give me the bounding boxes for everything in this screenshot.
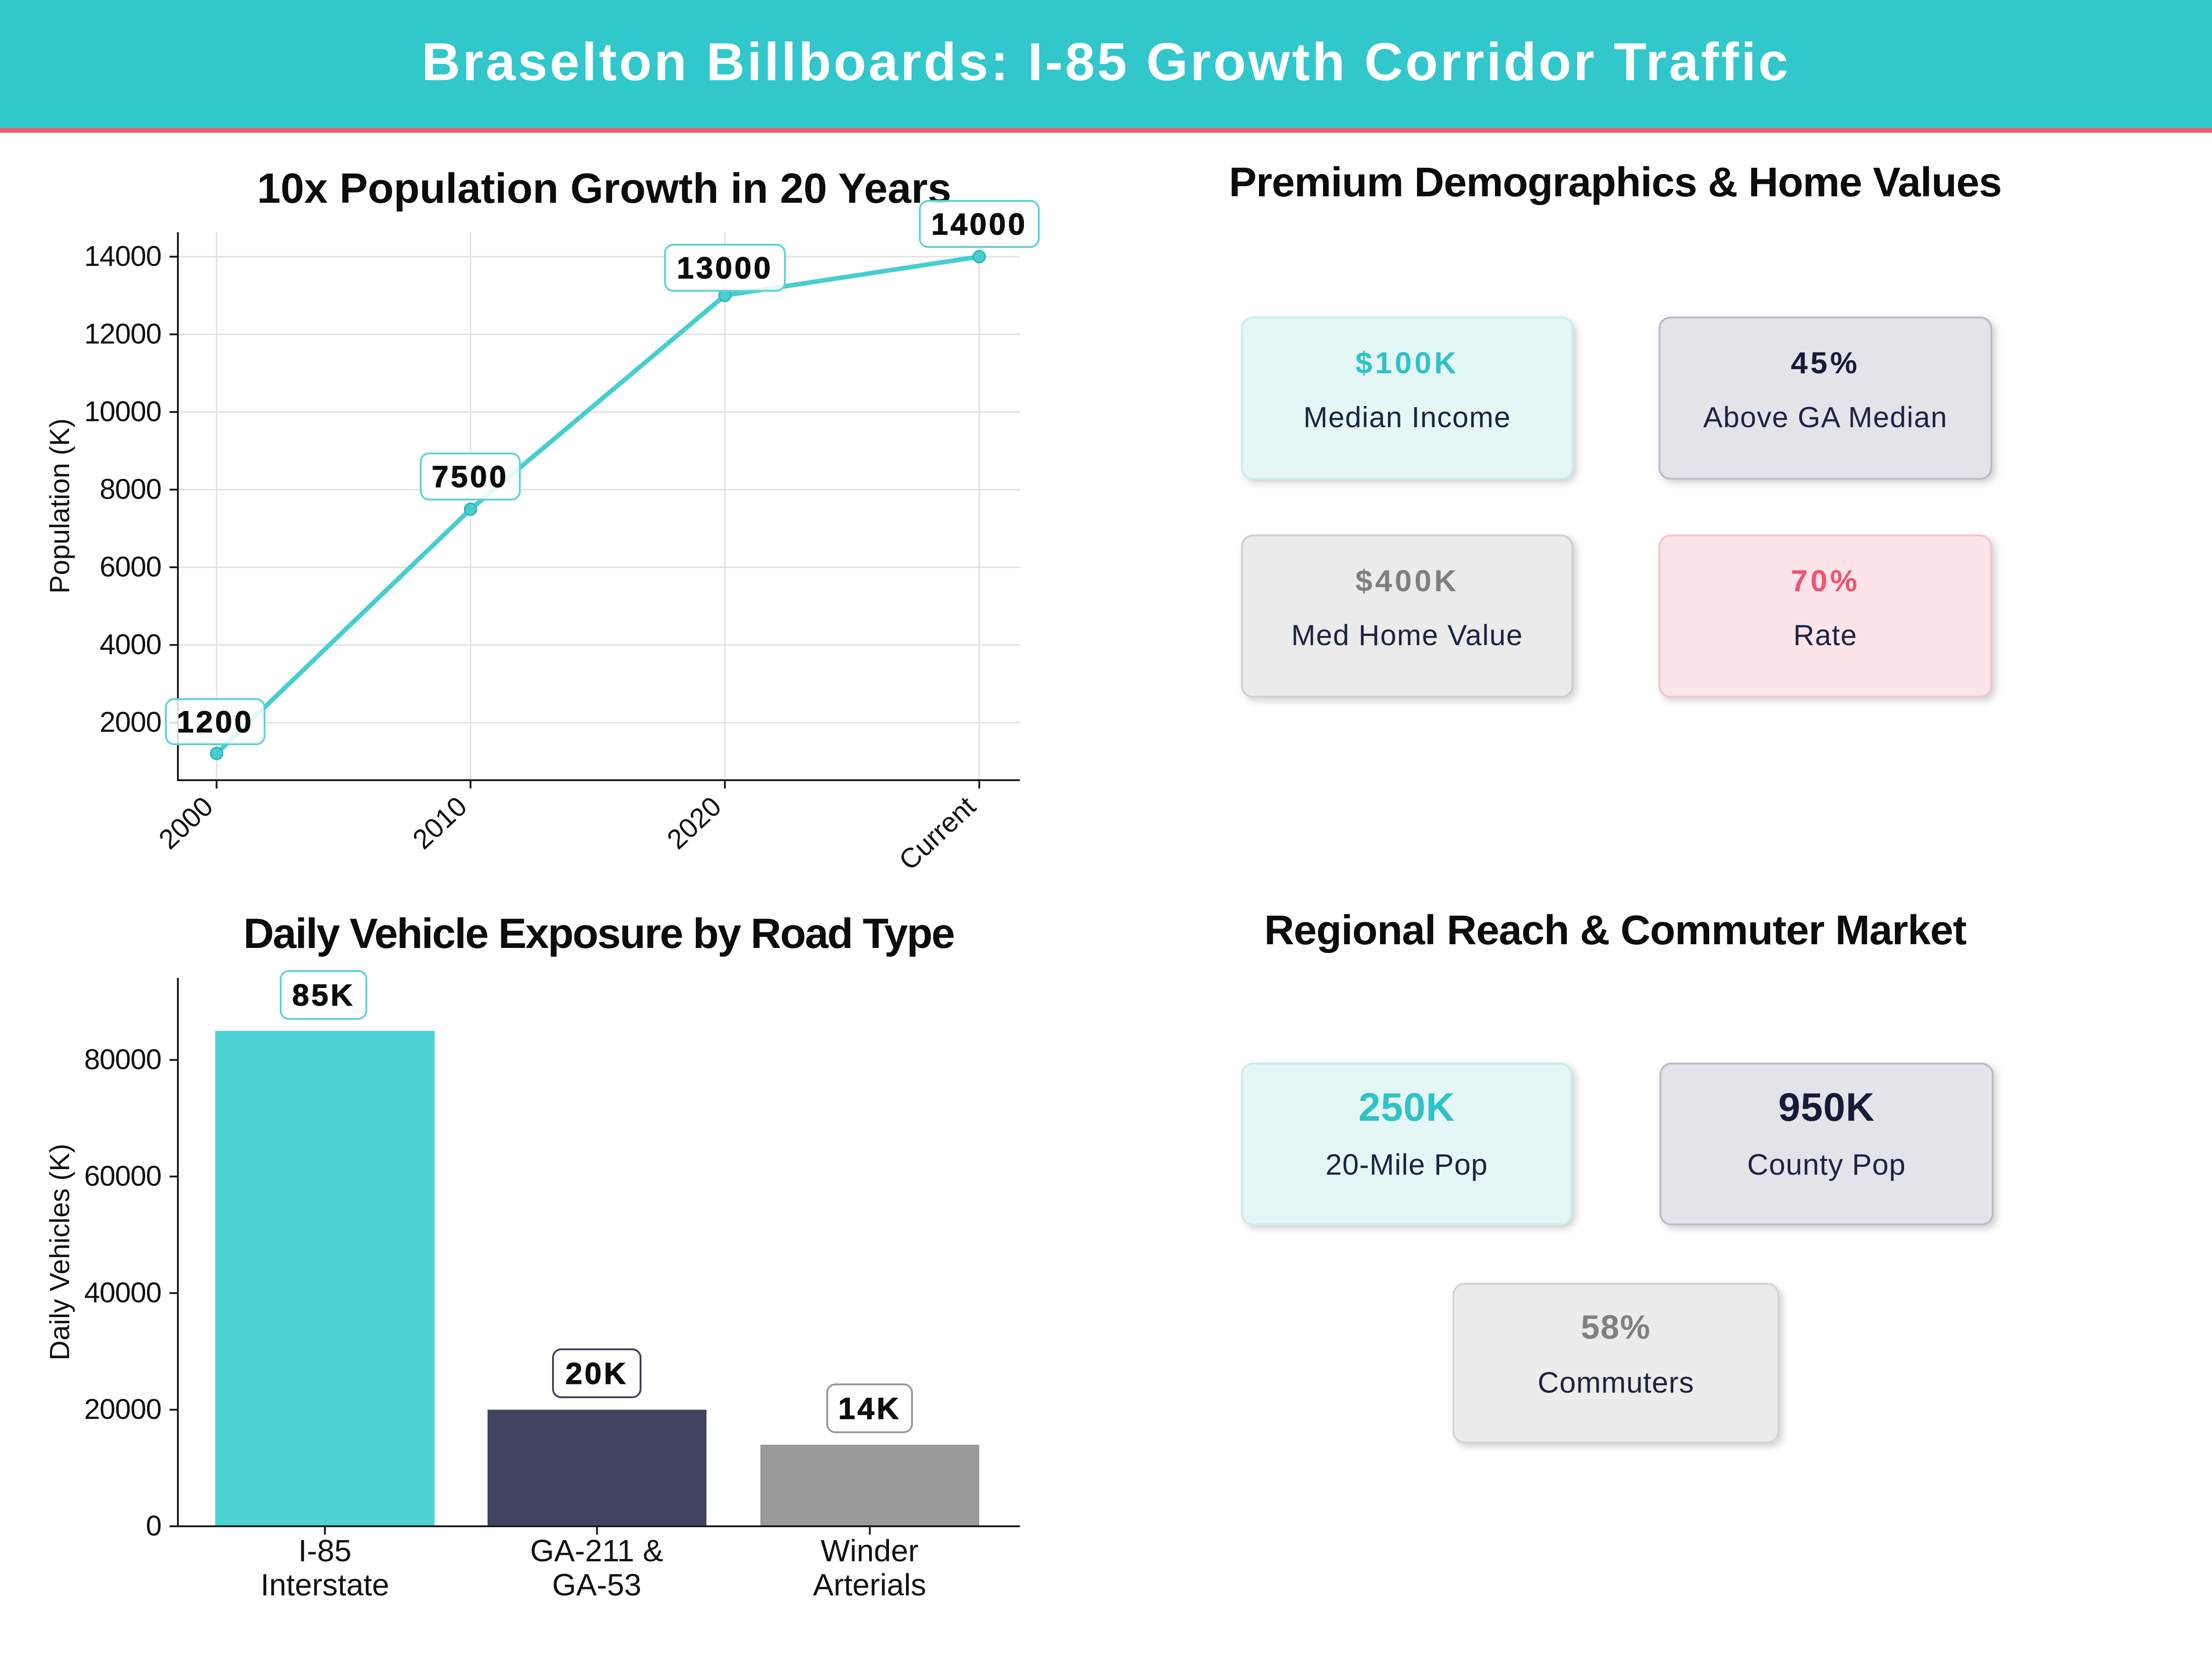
svg-text:Arterials: Arterials xyxy=(813,1568,926,1602)
svg-text:10x Population Growth in 20 Ye: 10x Population Growth in 20 Years xyxy=(257,165,952,212)
svg-text:Daily Vehicle Exposure by Road: Daily Vehicle Exposure by Road Type xyxy=(243,910,954,957)
svg-text:13000: 13000 xyxy=(677,251,773,285)
svg-text:Daily Vehicles (K): Daily Vehicles (K) xyxy=(44,1144,75,1360)
svg-text:2020: 2020 xyxy=(661,791,727,855)
svg-text:14000: 14000 xyxy=(931,207,1028,241)
svg-text:Winder: Winder xyxy=(821,1534,918,1568)
svg-text:Current: Current xyxy=(893,790,982,876)
svg-text:2000: 2000 xyxy=(153,791,219,855)
svg-text:2010: 2010 xyxy=(407,791,473,855)
svg-text:14K: 14K xyxy=(838,1391,901,1425)
svg-text:20K: 20K xyxy=(565,1356,628,1390)
svg-text:6000: 6000 xyxy=(100,551,161,583)
svg-text:20000: 20000 xyxy=(84,1394,161,1425)
svg-text:4000: 4000 xyxy=(100,629,161,661)
svg-text:12000: 12000 xyxy=(84,318,161,350)
svg-text:Interstate: Interstate xyxy=(260,1568,389,1602)
svg-text:GA-211 &: GA-211 & xyxy=(530,1534,663,1568)
svg-text:I-85: I-85 xyxy=(298,1534,351,1568)
svg-text:0: 0 xyxy=(146,1510,161,1542)
svg-text:80000: 80000 xyxy=(84,1044,161,1076)
svg-text:GA-53: GA-53 xyxy=(552,1568,641,1602)
svg-text:40000: 40000 xyxy=(84,1277,161,1309)
svg-text:85K: 85K xyxy=(292,978,355,1012)
svg-text:10000: 10000 xyxy=(84,396,161,428)
svg-text:Population (K): Population (K) xyxy=(44,418,75,594)
svg-text:14000: 14000 xyxy=(84,241,161,272)
svg-text:60000: 60000 xyxy=(84,1160,161,1192)
svg-text:8000: 8000 xyxy=(100,474,161,506)
svg-text:1200: 1200 xyxy=(177,705,254,739)
svg-text:7500: 7500 xyxy=(432,459,509,494)
svg-text:2000: 2000 xyxy=(100,706,161,738)
